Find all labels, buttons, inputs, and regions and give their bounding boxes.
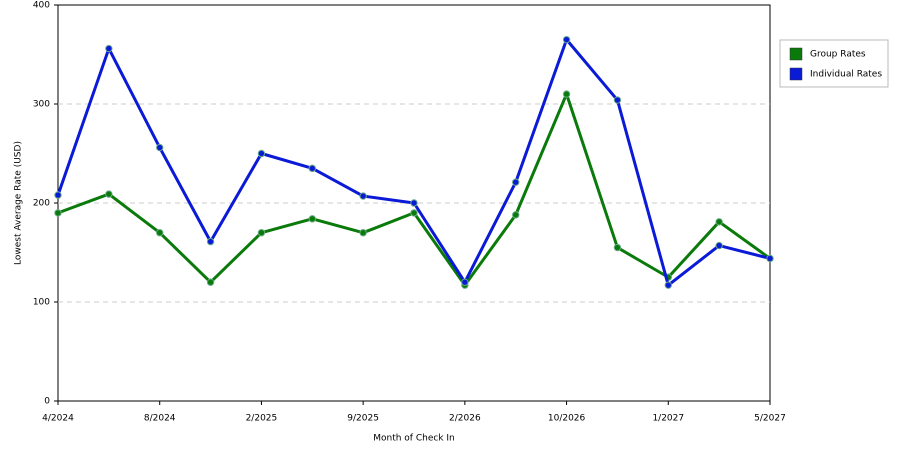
y-tick-label: 300 — [33, 100, 50, 110]
data-point — [257, 149, 266, 158]
data-point — [206, 278, 215, 286]
data-point — [156, 143, 164, 152]
data-point — [512, 211, 520, 219]
data-point — [359, 229, 367, 237]
x-tick-label: 4/2024 — [42, 414, 74, 424]
x-tick-label: 8/2024 — [144, 414, 176, 424]
data-point — [308, 164, 316, 173]
y-tick-label: 200 — [33, 199, 50, 209]
x-tick-label: 10/2026 — [548, 414, 586, 424]
x-tick-label: 5/2027 — [754, 414, 786, 424]
data-point — [359, 192, 367, 200]
x-tick-label: 2/2025 — [246, 414, 278, 424]
x-axis-label: Month of Check In — [373, 434, 455, 444]
data-point — [766, 254, 774, 263]
y-tick-label: 0 — [44, 397, 50, 407]
data-point — [105, 190, 113, 198]
x-tick-label: 1/2027 — [652, 414, 684, 424]
data-point — [562, 35, 571, 44]
legend-swatch — [789, 47, 803, 61]
data-point — [54, 191, 62, 199]
data-point — [664, 281, 672, 289]
data-point — [562, 90, 571, 98]
data-point — [410, 199, 418, 207]
data-point — [54, 209, 62, 217]
y-tick-label: 100 — [33, 298, 50, 308]
legend-label: Individual Rates — [810, 70, 882, 80]
data-point — [613, 243, 622, 252]
data-point — [308, 215, 316, 223]
data-point — [461, 278, 469, 286]
y-axis-label: Lowest Average Rate (USD) — [14, 141, 24, 265]
data-point — [410, 209, 418, 217]
legend-label: Group Rates — [810, 50, 866, 60]
x-tick-label: 9/2025 — [347, 414, 379, 424]
data-point — [512, 178, 520, 186]
data-point — [206, 237, 215, 246]
data-point — [257, 229, 266, 237]
x-tick-label: 2/2026 — [449, 414, 481, 424]
data-point — [156, 229, 164, 237]
data-point — [613, 96, 622, 104]
y-tick-label: 400 — [33, 1, 50, 11]
data-point — [105, 44, 113, 53]
legend-swatch — [789, 67, 803, 81]
data-point — [715, 218, 723, 226]
data-point — [715, 241, 723, 250]
